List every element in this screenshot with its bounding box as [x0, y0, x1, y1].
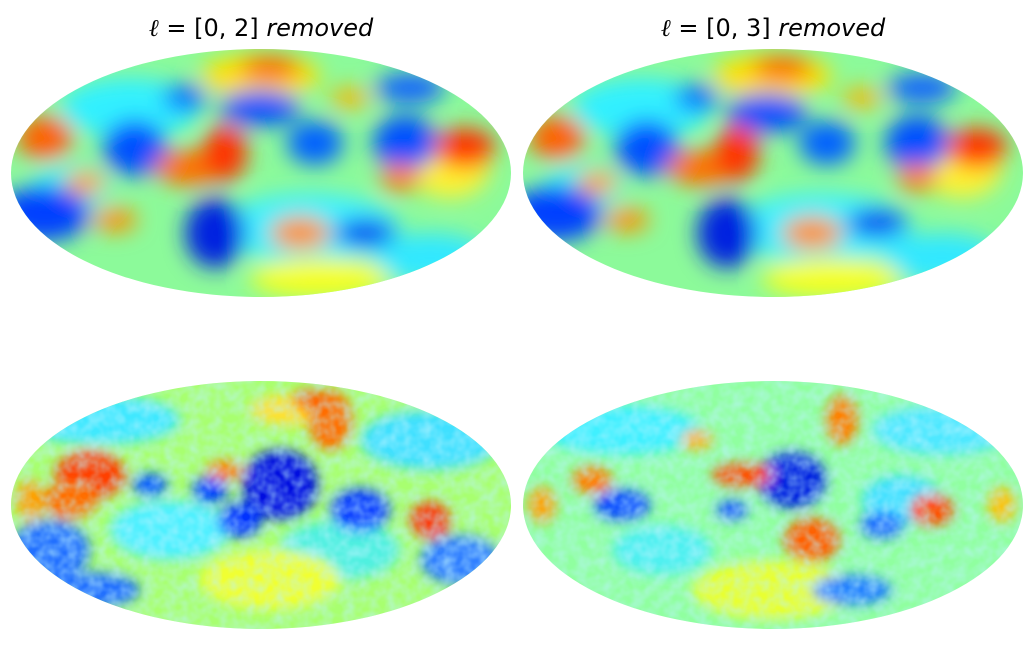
ell-symbol: ℓ — [148, 14, 159, 42]
sky-map-bottom-right — [523, 381, 1023, 629]
multipole-range: = [0, 2] — [158, 14, 267, 42]
panel-title-right: ℓ = [0, 3] removed — [523, 14, 1023, 43]
removed-word: removed — [778, 14, 886, 42]
sky-map-bottom-left — [11, 381, 511, 629]
ell-symbol: ℓ — [660, 14, 671, 42]
sky-map-top-right — [523, 49, 1023, 297]
removed-word: removed — [266, 14, 374, 42]
multipole-range: = [0, 3] — [670, 14, 779, 42]
sky-map-top-left — [11, 49, 511, 297]
panel-title-left: ℓ = [0, 2] removed — [11, 14, 511, 43]
